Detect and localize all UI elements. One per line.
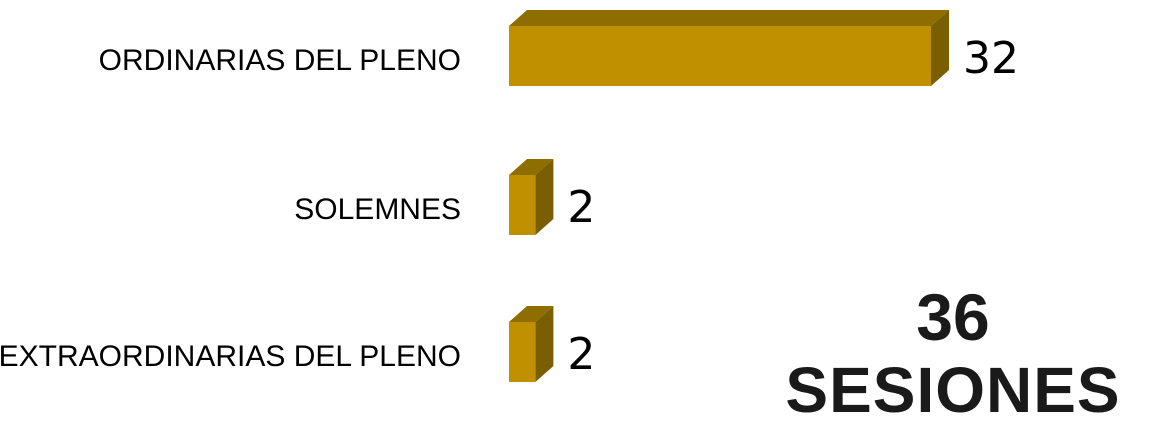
value-label-1: 32 — [963, 33, 1019, 84]
bar-side-face — [535, 159, 554, 235]
bar-front-face — [509, 26, 931, 86]
bar-2 — [509, 159, 554, 235]
category-label-3: EXTRAORDINARIAS DEL PLENO — [0, 340, 461, 373]
category-label-2: SOLEMNES — [294, 193, 461, 226]
bar-front-face — [509, 175, 536, 235]
bar-3 — [509, 306, 554, 382]
bar-side-face — [535, 306, 554, 382]
total-sessions-number: 36 — [916, 280, 990, 354]
bar-top-face — [509, 159, 554, 175]
bar-front-face — [509, 322, 536, 382]
total-sessions-label: SESIONES — [785, 354, 1121, 426]
value-label-2: 2 — [567, 182, 595, 233]
category-label-1: ORDINARIAS DEL PLENO — [99, 44, 461, 77]
bar-top-face — [509, 10, 949, 26]
bar-1 — [509, 10, 949, 86]
bar-top-face — [509, 306, 554, 322]
bar-side-face — [931, 10, 949, 86]
total-sessions: 36 SESIONES — [763, 280, 1143, 426]
value-label-3: 2 — [567, 329, 595, 380]
